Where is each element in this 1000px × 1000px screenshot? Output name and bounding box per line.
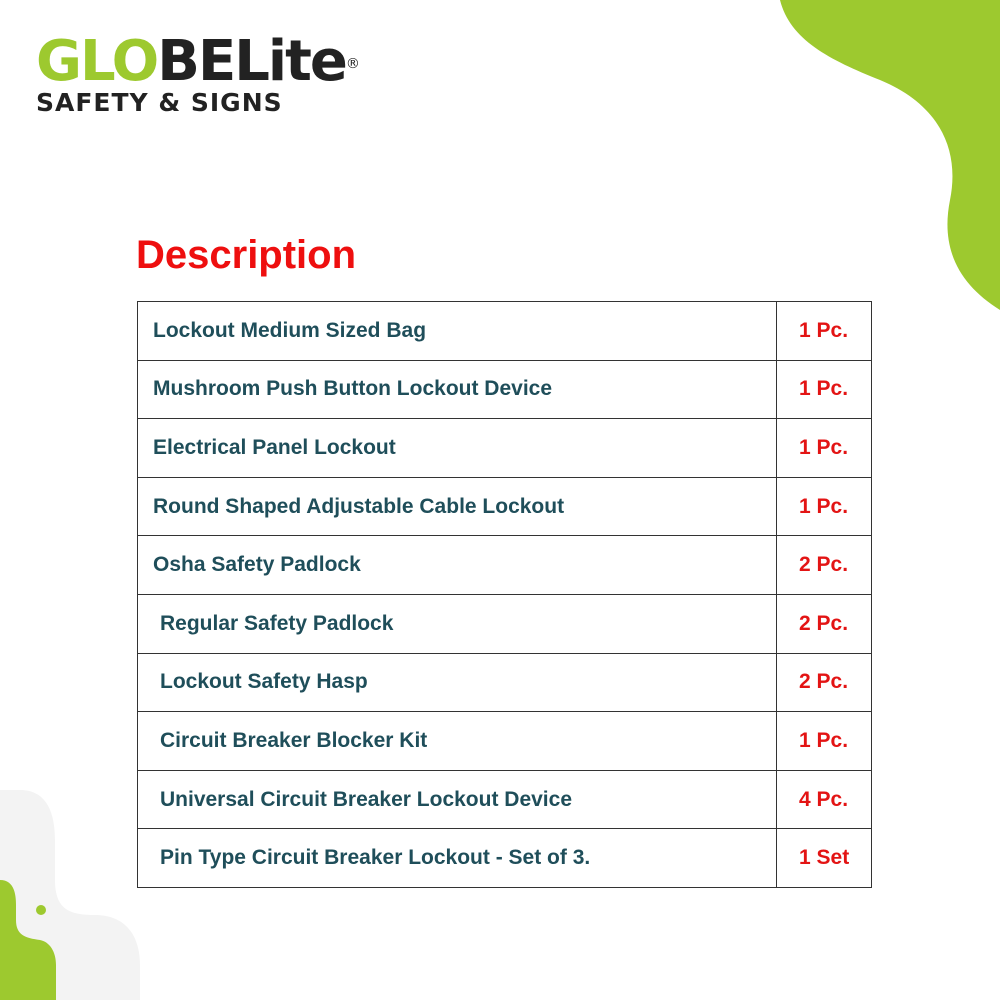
item-name: Regular Safety Padlock <box>137 593 777 654</box>
item-quantity: 2 Pc. <box>776 652 872 713</box>
logo-text-green: GLO <box>36 29 159 94</box>
green-blob-bottom-left <box>0 880 56 1000</box>
item-quantity: 4 Pc. <box>776 769 872 830</box>
item-name: Osha Safety Padlock <box>137 535 777 595</box>
item-quantity: 2 Pc. <box>776 535 872 595</box>
table-row: Pin Type Circuit Breaker Lockout - Set o… <box>137 828 872 888</box>
item-name: Pin Type Circuit Breaker Lockout - Set o… <box>137 828 777 888</box>
item-quantity: 1 Pc. <box>776 301 872 361</box>
items-table: Lockout Medium Sized Bag 1 Pc. Mushroom Pu… <box>137 301 872 888</box>
page-title: Description <box>136 233 357 277</box>
table-row: Lockout Safety Hasp 2 Pc. <box>137 652 872 713</box>
green-dot <box>36 905 46 915</box>
table-row: Regular Safety Padlock 2 Pc. <box>137 593 872 654</box>
item-name: Universal Circuit Breaker Lockout Device <box>137 769 777 830</box>
item-name: Lockout Medium Sized Bag <box>137 301 777 361</box>
item-quantity: 2 Pc. <box>776 593 872 654</box>
table-row: Electrical Panel Lockout 1 Pc. <box>137 418 872 478</box>
globelite-logo: GLOBELite® SAFETY & SIGNS <box>36 34 360 118</box>
table-row: Universal Circuit Breaker Lockout Device… <box>137 769 872 830</box>
table-row: Circuit Breaker Blocker Kit 1 Pc. <box>137 711 872 771</box>
table-row: Mushroom Push Button Lockout Device 1 Pc. <box>137 359 872 420</box>
item-name: Circuit Breaker Blocker Kit <box>137 711 777 771</box>
green-blob-top-right <box>780 0 1000 310</box>
item-quantity: 1 Pc. <box>776 711 872 771</box>
table-row: Round Shaped Adjustable Cable Lockout 1 P… <box>137 476 872 537</box>
item-name: Lockout Safety Hasp <box>137 652 777 713</box>
item-quantity: 1 Pc. <box>776 476 872 537</box>
logo-text-dark: BELite <box>157 29 348 94</box>
item-name: Round Shaped Adjustable Cable Lockout <box>137 476 777 537</box>
item-quantity: 1 Pc. <box>776 359 872 420</box>
item-name: Electrical Panel Lockout <box>137 418 777 478</box>
table-row: Osha Safety Padlock 2 Pc. <box>137 535 872 595</box>
item-quantity: 1 Set <box>776 828 872 888</box>
logo-tagline: SAFETY & SIGNS <box>36 88 283 117</box>
item-name: Mushroom Push Button Lockout Device <box>137 359 777 420</box>
item-quantity: 1 Pc. <box>776 418 872 478</box>
table-row: Lockout Medium Sized Bag 1 Pc. <box>137 301 872 361</box>
registered-mark: ® <box>345 56 360 72</box>
